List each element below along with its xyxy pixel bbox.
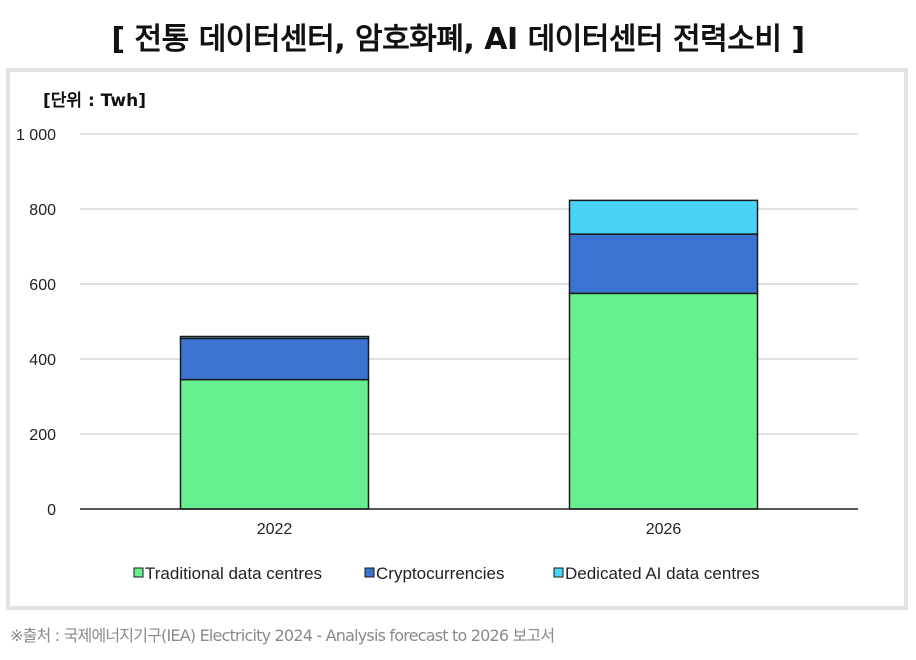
legend-swatch <box>364 567 375 578</box>
stacked-bar-chart: [단위 : Twh] 0 200 400 600 800 1 000 2022 2026 Tr… <box>16 91 858 583</box>
bar-segment-dedicated-ai-data-centres-2022 <box>179 335 370 340</box>
y-tick-label: 0 <box>47 502 56 519</box>
bar-segment-traditional-data-centres-2022 <box>179 378 370 510</box>
y-tick-label: 200 <box>29 427 56 444</box>
axes: 0 200 400 600 800 1 000 2022 2026 <box>16 127 858 538</box>
x-tick-label: 2022 <box>257 521 293 538</box>
y-tick-label: 600 <box>29 277 56 294</box>
legend-label: Cryptocurrencies <box>376 564 505 583</box>
y-tick-label: 800 <box>29 202 56 219</box>
unit-label: [단위 : Twh] <box>43 91 146 111</box>
bar-segment-cryptocurrencies-2022 <box>179 337 370 381</box>
bar-segment-cryptocurrencies-2026 <box>568 233 759 295</box>
legend: Traditional data centres Cryptocurrencies… <box>133 564 760 583</box>
legend-swatch <box>553 567 564 578</box>
y-tick-label: 400 <box>29 352 56 369</box>
bars <box>179 199 759 510</box>
chart-frame: [단위 : Twh] 0 200 400 600 800 1 000 2022 2026 Tr… <box>6 68 908 610</box>
bar-segment-dedicated-ai-data-centres-2026 <box>568 199 759 235</box>
legend-label: Dedicated AI data centres <box>565 564 760 583</box>
bar-segment-traditional-data-centres-2026 <box>568 292 759 510</box>
y-tick-label: 1 000 <box>16 127 56 144</box>
page-title: [ 전통 데이터센터, 암호화폐, AI 데이터센터 전력소비 ] <box>111 22 805 57</box>
legend-swatch <box>133 567 144 578</box>
x-tick-label: 2026 <box>646 521 682 538</box>
legend-label: Traditional data centres <box>145 564 322 583</box>
source-note: ※출처 : 국제에너지기구(IEA) Electricity 2024 - An… <box>10 626 555 645</box>
